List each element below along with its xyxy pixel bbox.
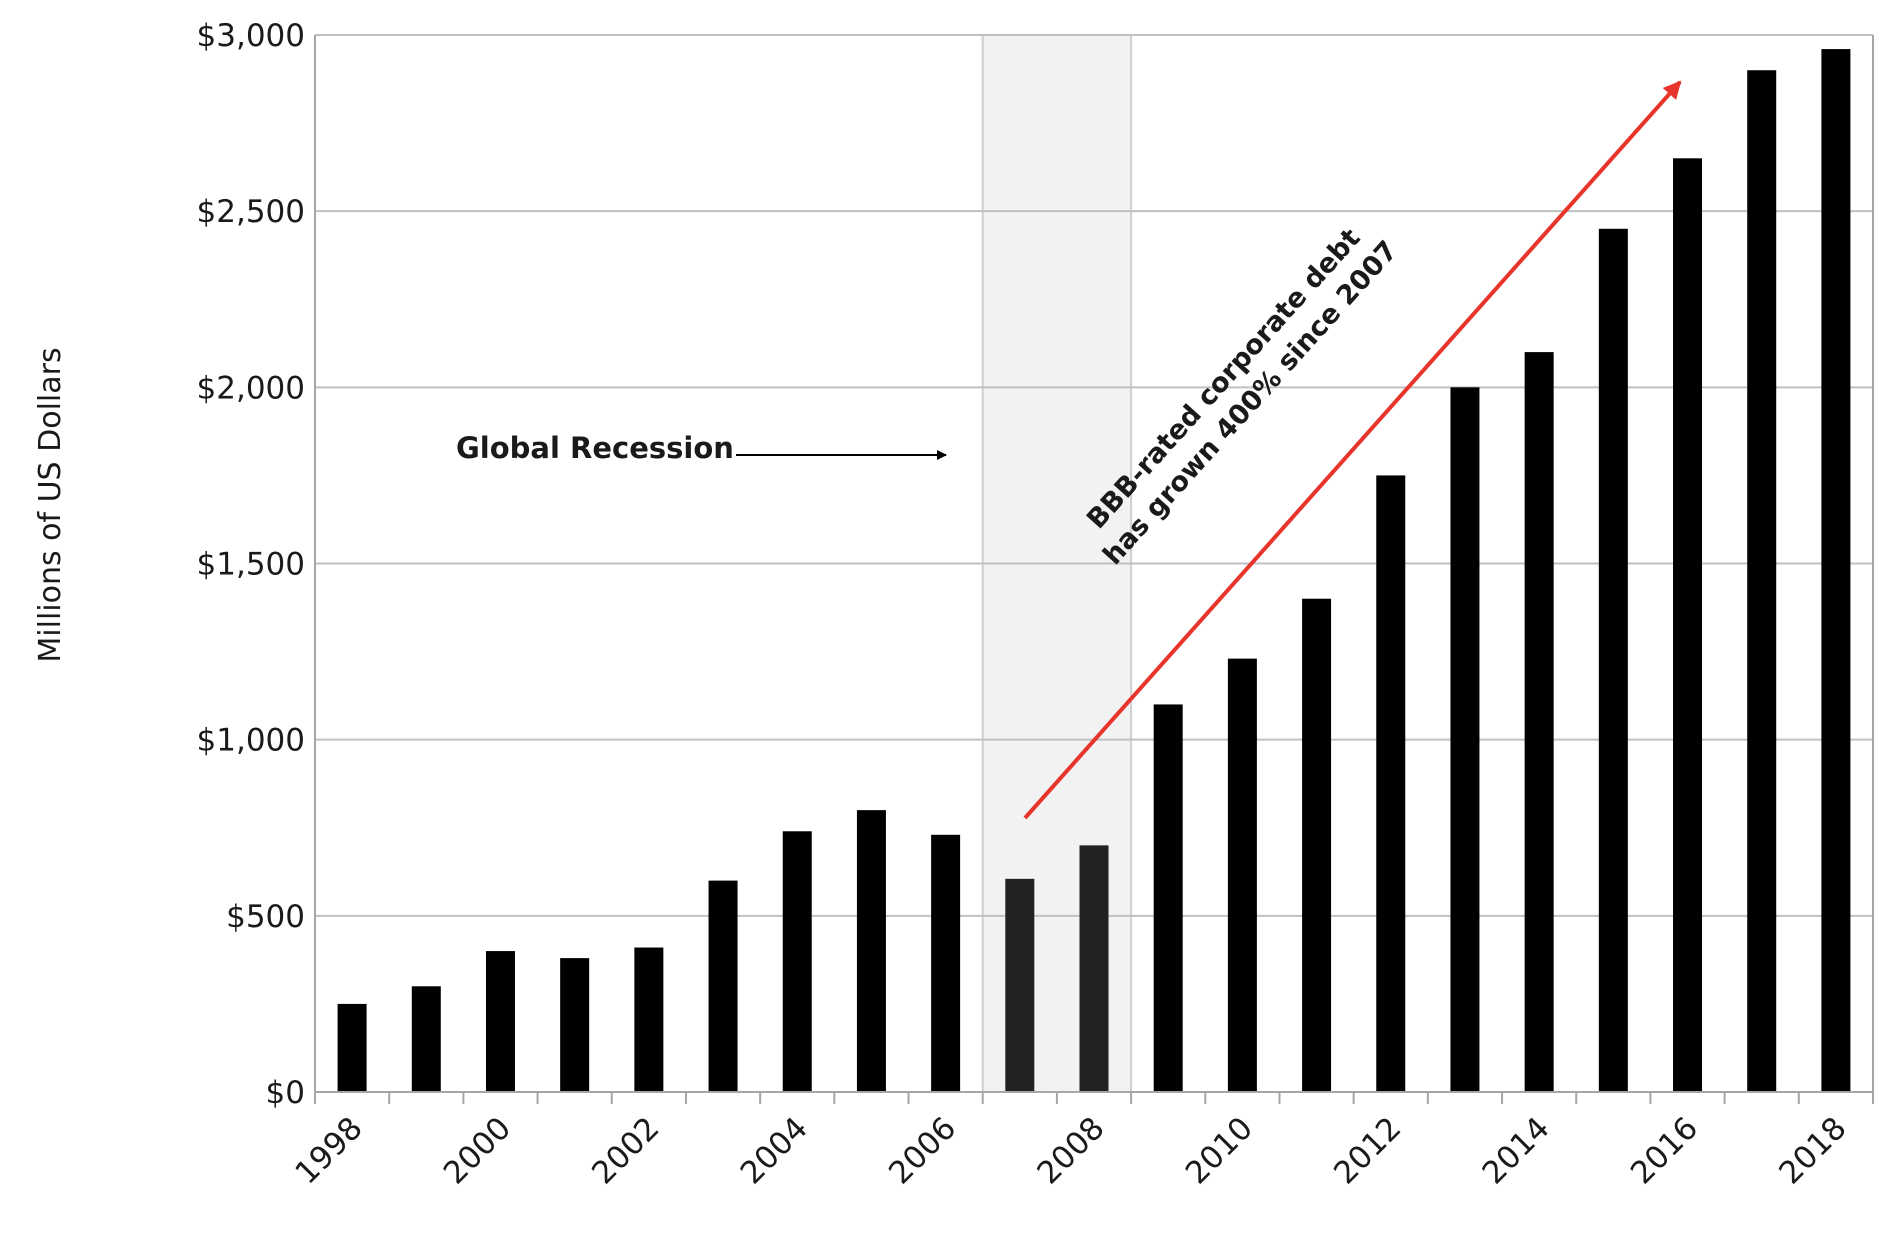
x-tick-label: 1998 [289,1110,370,1191]
x-tick-label: 2010 [1179,1110,1260,1191]
bar-2015 [1598,228,1628,1093]
bar-2002 [634,947,664,1092]
bar-1998 [337,1003,367,1092]
bar-2004 [782,831,812,1092]
bar-2005 [856,810,886,1092]
bar-2013 [1450,387,1480,1092]
y-tick-label: $1,000 [197,723,305,759]
growth-label-line-2: has grown 400% since 2007 [1097,235,1404,571]
recession-label: Global Recession [456,431,734,465]
x-tick-label: 2006 [882,1110,963,1191]
growth-arrow [1023,80,1682,820]
y-tick-label: $3,000 [197,18,305,54]
bar-2010 [1227,658,1257,1092]
bar-2008 [1079,845,1109,1092]
x-tick-label: 2016 [1624,1110,1705,1191]
x-tick-label: 2002 [585,1110,666,1191]
y-tick-label: $1,500 [197,547,305,583]
y-axis-label: Millions of US Dollars [33,347,68,662]
bar-2016 [1673,158,1703,1093]
bar-2006 [931,834,961,1092]
x-tick-label: 2004 [734,1110,815,1191]
bar-2001 [560,958,590,1092]
x-tick-label: 2014 [1476,1110,1557,1191]
bar-2003 [708,880,738,1092]
y-tick-label: $0 [266,1075,305,1111]
bar-2017 [1747,70,1777,1092]
bar-2018 [1821,49,1851,1092]
bar-2000 [485,951,515,1092]
x-tick-label: 2008 [1030,1110,1111,1191]
bar-2012 [1376,475,1406,1093]
y-tick-label: $2,500 [197,194,305,230]
x-tick-label: 2000 [437,1110,518,1191]
bar-2009 [1153,704,1183,1092]
x-tick-label: 2012 [1327,1110,1408,1191]
bar-2011 [1302,598,1332,1092]
recession-annotation: Global Recession [456,431,947,465]
bar-2007 [1005,878,1035,1092]
y-tick-label: $500 [226,899,305,935]
x-tick-label: 2018 [1772,1110,1853,1191]
bar-2014 [1524,352,1554,1093]
bar-1999 [411,986,441,1092]
y-tick-label: $2,000 [197,370,305,406]
